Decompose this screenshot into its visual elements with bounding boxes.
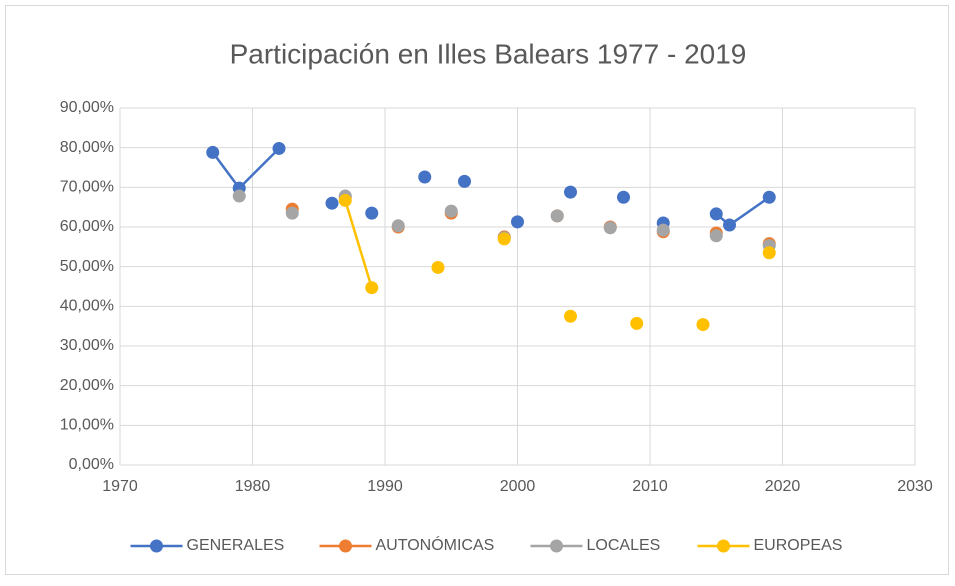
marker bbox=[564, 309, 577, 323]
marker bbox=[418, 170, 432, 184]
marker bbox=[762, 246, 776, 260]
legend-marker bbox=[150, 539, 163, 553]
marker bbox=[709, 207, 723, 221]
legend-marker bbox=[550, 539, 563, 553]
marker bbox=[232, 189, 246, 203]
legend-label: AUTONÓMICAS bbox=[376, 535, 495, 554]
legend-marker bbox=[339, 539, 352, 553]
marker bbox=[391, 219, 405, 233]
marker bbox=[444, 204, 458, 218]
marker bbox=[431, 260, 445, 274]
x-tick-label: 2030 bbox=[897, 478, 933, 495]
legend-label: EUROPEAS bbox=[754, 537, 843, 554]
x-tick-label: 2010 bbox=[632, 478, 668, 495]
chart-title: Participación en Illes Balears 1977 - 20… bbox=[230, 38, 747, 69]
x-tick-label: 2000 bbox=[500, 478, 536, 495]
marker bbox=[206, 145, 220, 159]
x-tick-label: 1990 bbox=[367, 478, 403, 495]
marker bbox=[511, 215, 524, 229]
marker bbox=[617, 190, 630, 204]
y-tick-label: 80,00% bbox=[60, 139, 114, 156]
legend-label: LOCALES bbox=[587, 537, 661, 554]
marker bbox=[338, 193, 352, 207]
y-tick-label: 0,00% bbox=[69, 456, 114, 473]
x-tick-label: 1970 bbox=[102, 478, 138, 495]
marker bbox=[709, 229, 723, 243]
y-tick-label: 40,00% bbox=[60, 298, 114, 315]
marker bbox=[325, 196, 339, 210]
x-tick-label: 1980 bbox=[235, 478, 271, 495]
y-tick-label: 60,00% bbox=[60, 218, 114, 235]
marker bbox=[285, 206, 299, 220]
marker bbox=[458, 174, 471, 188]
legend-label: GENERALES bbox=[187, 537, 285, 554]
marker bbox=[603, 221, 617, 235]
marker bbox=[630, 316, 644, 330]
marker bbox=[762, 190, 776, 204]
y-tick-label: 10,00% bbox=[60, 417, 114, 434]
chart-border bbox=[5, 5, 949, 575]
y-tick-label: 50,00% bbox=[60, 258, 114, 275]
marker bbox=[497, 232, 511, 246]
y-tick-label: 30,00% bbox=[60, 337, 114, 354]
marker bbox=[564, 185, 577, 199]
marker bbox=[696, 318, 710, 332]
marker bbox=[656, 223, 670, 237]
y-tick-label: 20,00% bbox=[60, 377, 114, 394]
marker bbox=[365, 206, 379, 220]
y-tick-label: 90,00% bbox=[60, 99, 114, 116]
marker bbox=[550, 209, 564, 223]
legend-marker bbox=[717, 539, 730, 553]
y-tick-label: 70,00% bbox=[60, 179, 114, 196]
x-tick-label: 2020 bbox=[765, 478, 801, 495]
marker bbox=[272, 141, 286, 155]
marker bbox=[723, 218, 736, 232]
marker bbox=[365, 281, 379, 295]
